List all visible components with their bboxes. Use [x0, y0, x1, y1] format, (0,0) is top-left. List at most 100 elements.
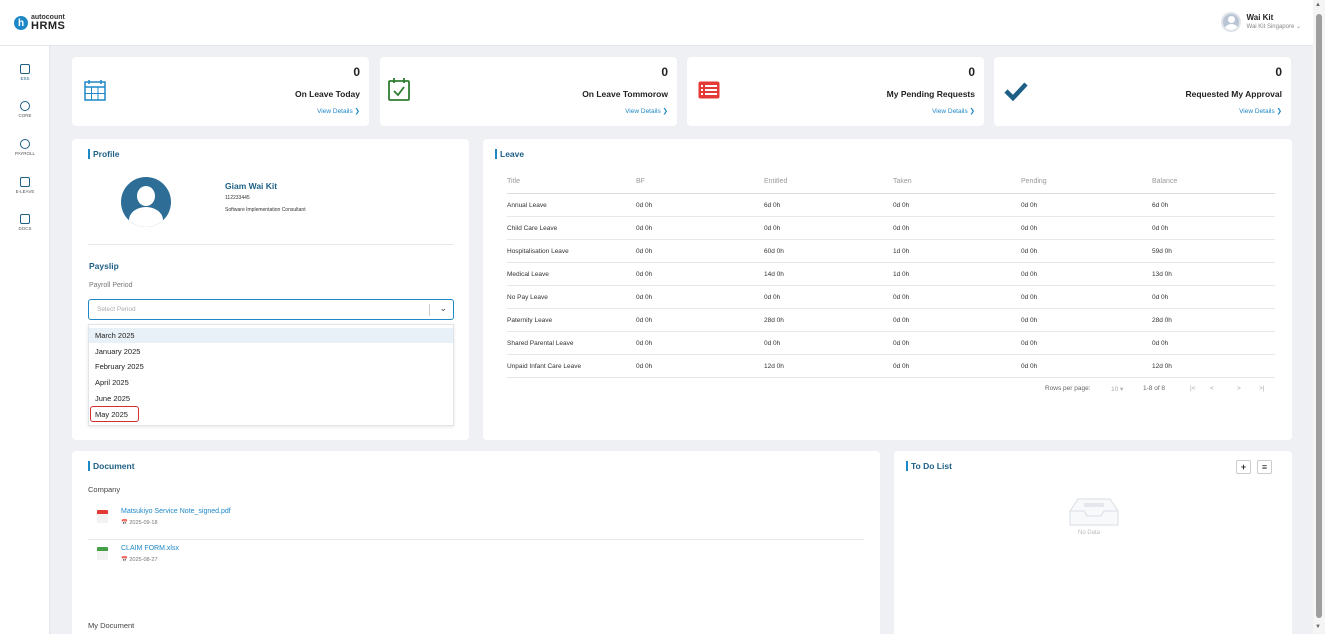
select-separator [429, 304, 430, 316]
rows-per-page-select[interactable]: 10 ▾ [1111, 386, 1124, 393]
sidebar-item-label: E-LEAVE [15, 189, 35, 194]
add-todo-button[interactable]: + [1236, 460, 1251, 474]
leave-column-header: Title [507, 178, 520, 185]
dropdown-option[interactable]: June 2025 [95, 394, 131, 403]
user-menu[interactable]: Wai Kit Wai Kit Singapore ⌄ [1220, 12, 1302, 32]
next-page-button[interactable]: > [1237, 385, 1241, 392]
table-cell: Medical Leave [507, 271, 549, 278]
payroll-period-label: Payroll Period [89, 282, 133, 289]
select-placeholder: Select Period [97, 306, 136, 313]
table-cell: Annual Leave [507, 202, 547, 209]
table-row: Hospitalisation Leave 0d 0h 60d 0h 1d 0h 0d … [507, 240, 1275, 263]
user-company: Wai Kit Singapore ⌄ [1246, 23, 1302, 30]
table-cell: 0d 0h [764, 340, 781, 347]
first-page-button[interactable]: |< [1190, 385, 1196, 392]
table-cell: 28d 0h [1152, 317, 1172, 324]
stat-count: 0 [353, 65, 360, 79]
sidebar-item-payroll[interactable]: PAYROLL [0, 139, 50, 156]
list-icon [698, 81, 720, 99]
table-cell: 12d 0h [764, 363, 784, 370]
table-cell: 0d 0h [1152, 225, 1169, 232]
user-avatar-icon [1220, 12, 1241, 32]
payroll-period-select[interactable]: Select Period ⌄ [88, 299, 454, 320]
prev-page-button[interactable]: < [1210, 385, 1214, 392]
table-cell: 0d 0h [636, 271, 653, 278]
profile-title: Profile [88, 149, 119, 159]
logo-main-text: HRMS [31, 20, 66, 32]
scroll-down-arrow-icon[interactable]: ▼ [1315, 624, 1321, 630]
sidebar-item-label: ESS [20, 76, 30, 81]
scrollbar-thumb[interactable] [1316, 14, 1322, 618]
core-icon [20, 101, 30, 111]
table-cell: 0d 0h [636, 225, 653, 232]
dropdown-option[interactable]: March 2025 [89, 328, 453, 343]
stat-label: On Leave Today [294, 89, 360, 99]
dropdown-option[interactable]: February 2025 [95, 362, 144, 371]
logo[interactable]: h autocount HRMS [14, 14, 65, 32]
logo-icon: h [14, 16, 28, 30]
profile-avatar-icon [121, 177, 171, 227]
chevron-down-icon[interactable]: ⌄ [439, 303, 447, 313]
ess-icon [20, 64, 30, 74]
table-cell: 0d 0h [893, 225, 910, 232]
user-name: Wai Kit [1246, 13, 1274, 23]
view-details-link[interactable]: View Details ❯ [317, 108, 360, 115]
table-cell: 0d 0h [1021, 202, 1038, 209]
list-view-button[interactable]: ≡ [1257, 460, 1272, 474]
table-cell: 0d 0h [1152, 340, 1169, 347]
top-bar: h autocount HRMS Wai Kit Wai Kit Singapo… [0, 0, 1313, 46]
table-cell: Unpaid Infant Care Leave [507, 363, 582, 370]
sidebar-item-eleave[interactable]: E-LEAVE [0, 177, 50, 194]
file-link[interactable]: Matsukiyo Service Note_signed.pdf [121, 508, 231, 515]
view-details-link[interactable]: View Details ❯ [625, 108, 668, 115]
company-label: Company [88, 485, 121, 494]
table-row: Medical Leave 0d 0h 14d 0h 1d 0h 0d 0h 13d 0h [507, 263, 1275, 286]
leave-column-header: Pending [1021, 178, 1047, 185]
table-cell: 0d 0h [1152, 294, 1169, 301]
table-cell: 0d 0h [1021, 225, 1038, 232]
stat-card-requested-my-approval: 0 Requested My Approval View Details ❯ [994, 57, 1291, 126]
todo-title: To Do List [906, 461, 952, 471]
sidebar-item-ess[interactable]: ESS [0, 60, 50, 82]
table-row: Child Care Leave 0d 0h 0d 0h 0d 0h 0d 0h 0d 0… [507, 217, 1275, 240]
sidebar-item-core[interactable]: CORE [0, 101, 50, 118]
table-cell: 1d 0h [893, 248, 910, 255]
sidebar-item-docs[interactable]: DOCS [0, 214, 50, 231]
empty-inbox-icon [1069, 498, 1119, 526]
table-cell: 60d 0h [764, 248, 784, 255]
document-title: Document [88, 461, 135, 471]
rows-per-page-label: Rows per page: [1045, 385, 1091, 392]
profile-job-title: Software Implementation Consultant [225, 207, 306, 213]
table-cell: Shared Parental Leave [507, 340, 574, 347]
pdf-file-icon [97, 510, 108, 523]
sidebar-item-label: PAYROLL [14, 151, 36, 156]
table-cell: 14d 0h [764, 271, 784, 278]
table-cell: 0d 0h [636, 202, 653, 209]
view-details-link[interactable]: View Details ❯ [932, 108, 975, 115]
page-scrollbar[interactable]: ▲ ▼ [1313, 0, 1325, 634]
dropdown-option[interactable]: May 2025 [95, 410, 128, 419]
todo-card: To Do List [894, 451, 1292, 634]
dropdown-option[interactable]: January 2025 [95, 347, 141, 356]
table-cell: 0d 0h [893, 363, 910, 370]
view-details-link[interactable]: View Details ❯ [1239, 108, 1282, 115]
table-cell: 0d 0h [764, 294, 781, 301]
divider [88, 539, 864, 540]
leave-title: Leave [495, 149, 524, 159]
calendar-grid-icon [84, 80, 106, 101]
stat-label: On Leave Tommorow [582, 89, 668, 99]
scroll-up-arrow-icon[interactable]: ▲ [1315, 2, 1321, 8]
file-link[interactable]: CLAIM FORM.xlsx [121, 545, 179, 552]
dropdown-option[interactable]: April 2025 [95, 378, 129, 387]
table-row: Paternity Leave 0d 0h 28d 0h 0d 0h 0d 0h 28d … [507, 309, 1275, 332]
last-page-button[interactable]: >| [1259, 385, 1265, 392]
table-cell: 1d 0h [893, 271, 910, 278]
table-cell: No Pay Leave [507, 294, 548, 301]
sidebar: ESS CORE PAYROLL E-LEAVE DOCS [0, 46, 50, 634]
divider [88, 244, 454, 245]
table-cell: 0d 0h [636, 248, 653, 255]
leave-column-header: BF [636, 178, 645, 185]
table-cell: 59d 0h [1152, 248, 1172, 255]
stat-count: 0 [661, 65, 668, 79]
page-range: 1-8 of 8 [1143, 385, 1166, 392]
